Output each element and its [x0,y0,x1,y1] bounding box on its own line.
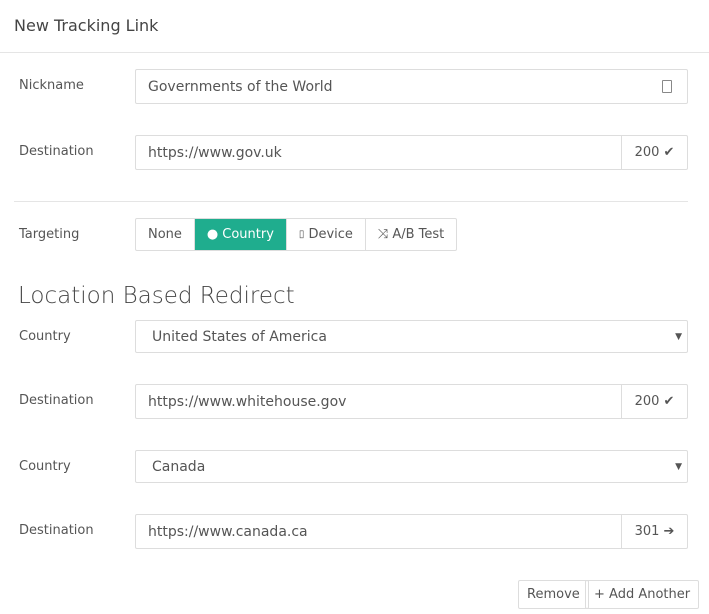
globe-icon: ● [206,227,219,242]
check-icon: ✔ [663,145,675,160]
shuffle-icon: ⤨ [377,227,389,242]
targeting-none[interactable]: None [136,219,195,250]
caret-down-icon: ▼ [675,331,682,342]
status-badge: 200 ✔ [621,385,687,418]
arrow-right-icon: ➔ [663,524,675,539]
destination-label: Destination [19,393,94,408]
country-select[interactable]: Canada ▼ [135,450,688,483]
contact-card-icon [662,80,672,93]
destination-input[interactable]: https://www.whitehouse.gov 200 ✔ [135,384,688,419]
status-badge: 200 ✔ [621,136,687,169]
targeting-segmented-control: None ● Country ▯ Device ⤨ A/B Test [135,218,458,251]
country-label: Country [19,329,71,344]
check-icon: ✔ [663,394,675,409]
nickname-label: Nickname [19,78,84,93]
destination-input[interactable]: https://www.canada.ca 301 ➔ [135,514,688,549]
status-badge: 301 ➔ [621,515,687,548]
page-title: New Tracking Link [14,16,159,35]
targeting-device[interactable]: ▯ Device [287,219,366,250]
mobile-icon: ▯ [298,229,305,240]
add-another-button[interactable]: + Add Another [585,580,700,609]
destination-input[interactable]: https://www.gov.uk 200 ✔ [135,135,688,170]
remove-button[interactable]: Remove [518,580,589,609]
targeting-country[interactable]: ● Country [194,219,287,250]
divider [14,201,688,202]
header: New Tracking Link [0,0,709,53]
country-select[interactable]: United States of America ▼ [135,320,688,353]
nickname-input[interactable]: Governments of the World [135,69,688,104]
section-title: Location Based Redirect [18,283,295,309]
destination-label: Destination [19,523,94,538]
destination-label: Destination [19,144,94,159]
targeting-ab-test[interactable]: ⤨ A/B Test [377,227,445,242]
caret-down-icon: ▼ [675,461,682,472]
targeting-label: Targeting [19,227,80,242]
country-label: Country [19,459,71,474]
